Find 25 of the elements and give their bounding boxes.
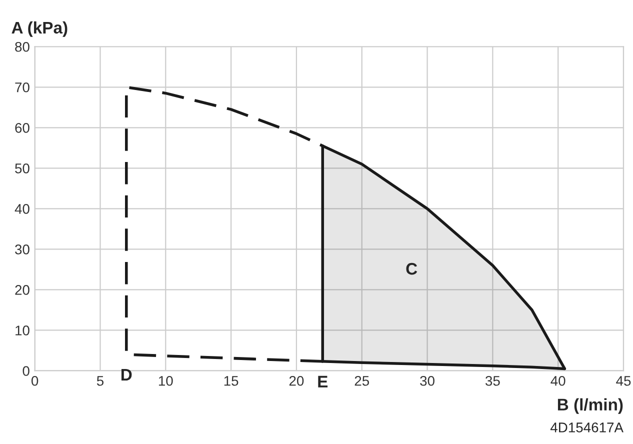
annotation: C: [406, 262, 418, 275]
x-tick-label: 5: [96, 376, 104, 386]
x-tick-label: 10: [158, 376, 173, 386]
x-tick-label: 35: [485, 376, 500, 386]
x-tick-label: 40: [550, 376, 566, 386]
x-tick-label: 15: [224, 376, 238, 386]
y-tick-label: 0: [22, 366, 30, 376]
annotation: D: [121, 369, 132, 380]
annotation: E: [318, 376, 328, 388]
y-tick-label: 70: [15, 82, 30, 92]
x-tick-label: 0: [31, 376, 38, 386]
y-tick-label: 60: [15, 122, 30, 133]
y-tick-label: 10: [16, 326, 30, 336]
y-tick-label: 20: [15, 285, 30, 295]
y-tick-label: 40: [14, 204, 30, 214]
x-tick-label: 30: [420, 376, 434, 386]
y-tick-label: 50: [15, 164, 30, 174]
y-tick-label: 80: [15, 42, 30, 52]
y-axis-title: A (kPa): [12, 21, 68, 37]
x-tick-label: 20: [289, 376, 304, 386]
x-tick-label: 45: [616, 376, 631, 386]
x-tick-label: 25: [354, 376, 370, 386]
text: 4D154617A: [550, 422, 624, 432]
x-axis-title: B (l/min): [558, 398, 623, 414]
y-tick-label: 30: [15, 244, 30, 254]
